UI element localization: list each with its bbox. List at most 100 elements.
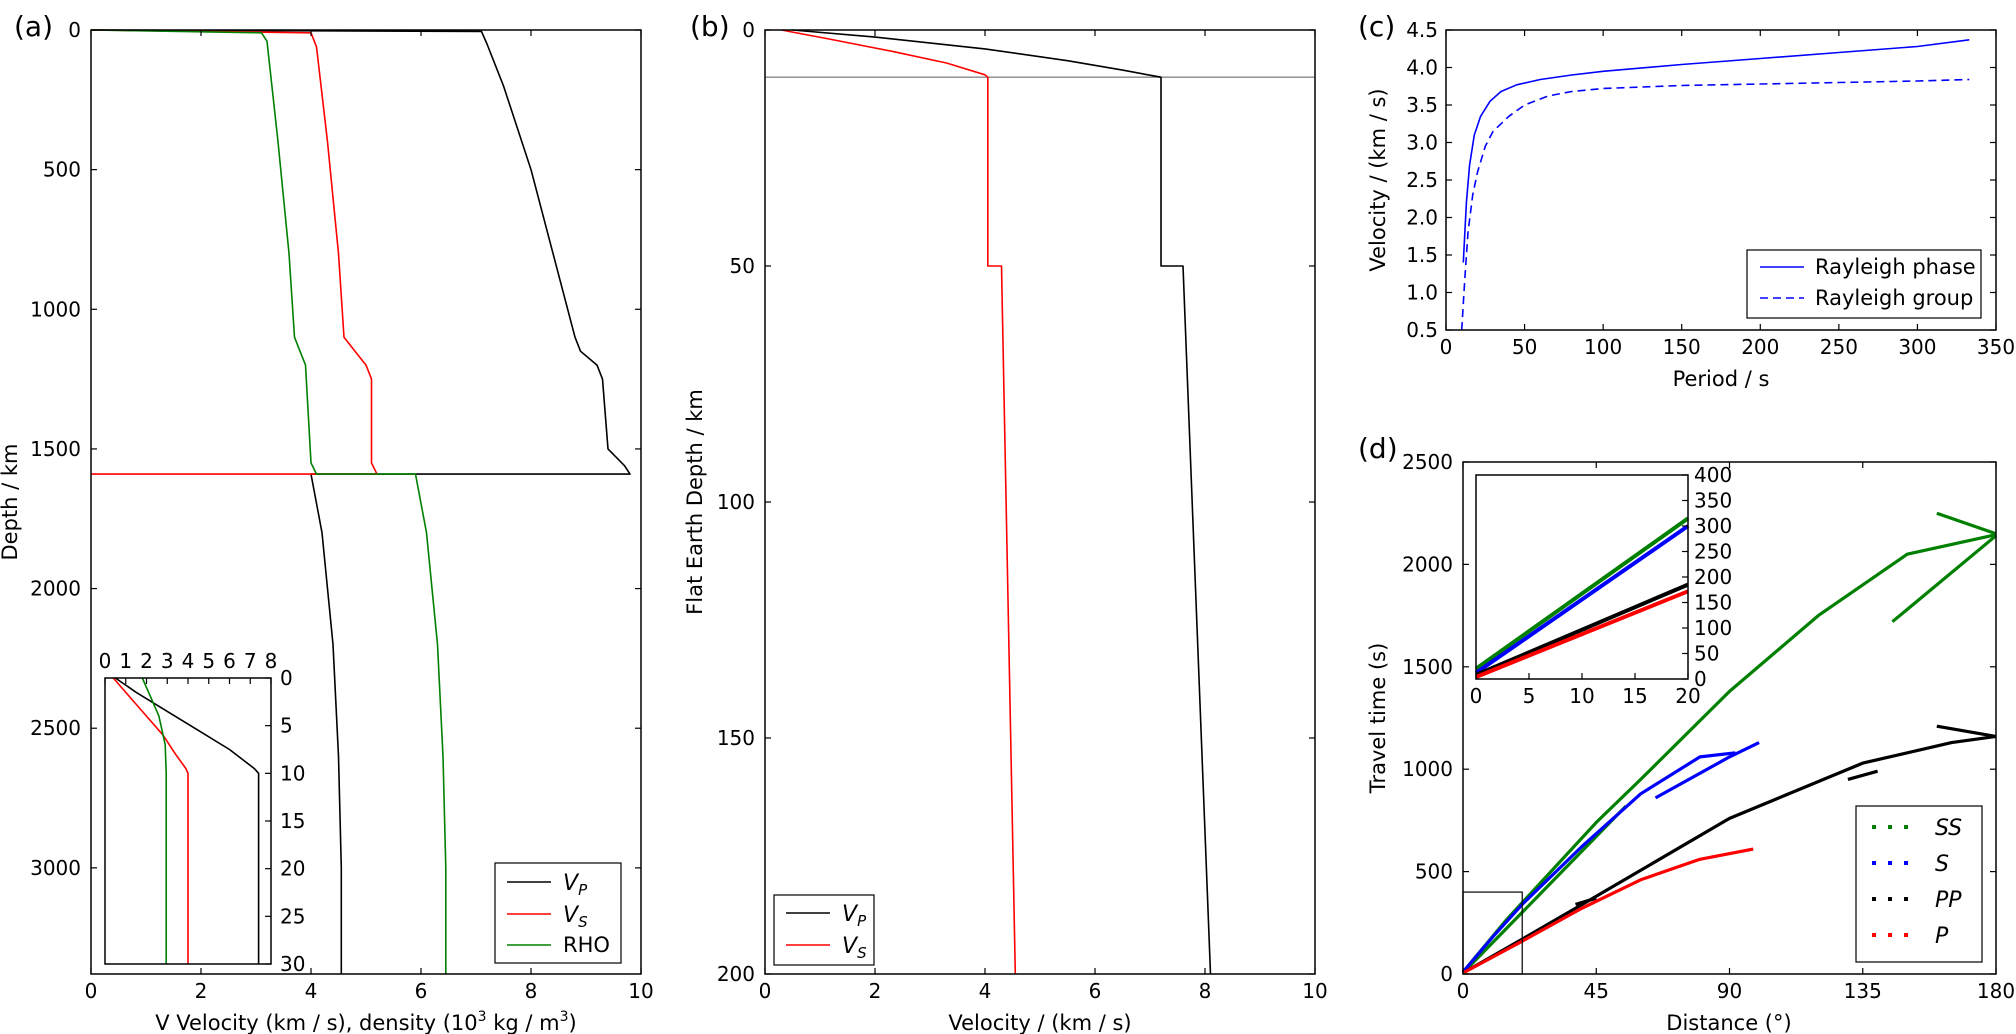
- panel-a-xlabel-main: V Velocity (km / s), density (10: [155, 1011, 477, 1034]
- panel-a-inset-xtick-label: 7: [244, 649, 257, 673]
- panel-b-xtick-label: 0: [759, 979, 772, 1003]
- panel-a-inset-xtick-label: 3: [161, 649, 174, 673]
- panel-a-inset-xtick-label: 5: [202, 649, 215, 673]
- panel-d-line-PP-3: [1847, 769, 1879, 781]
- panel-c-xtick-label: 50: [1512, 335, 1537, 359]
- panel-a-ytick-label: 500: [43, 158, 81, 182]
- panel-d-line-PP-1: [1936, 724, 1997, 738]
- panel-a-ytick-label: 2500: [30, 716, 81, 740]
- panel-a-inset-xtick-label: 2: [140, 649, 153, 673]
- panel-c-ytick-label: 4.0: [1406, 56, 1438, 80]
- panel-d-inset-ytick-label: 200: [1694, 565, 1732, 589]
- panel-d-inset-xtick-label: 20: [1675, 684, 1700, 708]
- panel-a-inset-xtick-label: 0: [99, 649, 112, 673]
- panel-a-xtick-label: 0: [85, 979, 98, 1003]
- legend-d-s: S: [1935, 852, 1949, 877]
- panel-d-xtick-label: 90: [1717, 979, 1742, 1003]
- panel-d-inset-line-SS: [1474, 516, 1690, 671]
- panel-b-xtick-label: 10: [1302, 979, 1327, 1003]
- panel-d-inset-ytick-label: 300: [1694, 514, 1732, 538]
- panel-b-ytick-label: 200: [717, 962, 755, 986]
- panel-a-ytick-label: 0: [68, 18, 81, 42]
- panel-a-xlabel-close: ): [569, 1011, 577, 1034]
- panel-a-xlabel-sup: 3: [478, 1009, 487, 1025]
- panel-d-xtick-label: 135: [1844, 979, 1882, 1003]
- panel-a-inset-xtick-label: 6: [223, 649, 236, 673]
- panel-a-inset-line-2: [141, 677, 167, 964]
- panel-a-inset-ytick-label: 10: [280, 761, 305, 785]
- panel-d-inset-xtick-label: 5: [1523, 684, 1536, 708]
- panel-c-legend: Rayleigh phase Rayleigh group: [1746, 249, 1982, 319]
- panel-d-inset-xtick-label: 0: [1470, 684, 1483, 708]
- panel-b-ytick-label: 0: [742, 18, 755, 42]
- panel-c-series: [1460, 39, 1970, 331]
- panel-c-ylabel: Velocity / (km / s): [1366, 88, 1390, 271]
- panel-d-ytick-label: 500: [1415, 860, 1453, 884]
- panel-d-line-SS-3: [1464, 804, 1628, 972]
- panel-b-xtick-label: 4: [979, 979, 992, 1003]
- legend-c-phase: Rayleigh phase: [1815, 255, 1976, 279]
- panel-d-xtick-label: 180: [1977, 979, 2015, 1003]
- legend-b-vs: VS: [842, 934, 867, 962]
- legend-a-vp: VP: [563, 871, 588, 899]
- panel-a-inset-xtick-label: 4: [182, 649, 195, 673]
- panel-c-xtick-label: 350: [1977, 335, 2015, 359]
- panel-b-line-1: [781, 29, 1017, 975]
- legend-b-vp: VP: [842, 902, 867, 930]
- panel-a-ytick-label: 2000: [30, 577, 81, 601]
- panel-b-ytick-label: 50: [730, 254, 755, 278]
- panel-a-inset-ytick-label: 25: [280, 904, 305, 928]
- panel-b-series: [765, 29, 1315, 975]
- panel-c-ytick-label: 4.5: [1406, 18, 1438, 42]
- panel-d-inset-ytick-label: 250: [1694, 540, 1732, 564]
- panel-c-xlabel: Period / s: [1673, 367, 1770, 391]
- panel-d-line-SS-2: [1936, 511, 1997, 536]
- panel-c-ytick-label: 0.5: [1406, 318, 1438, 342]
- panel-c-ytick-label: 2.5: [1406, 168, 1438, 192]
- panel-b-xtick-label: 2: [869, 979, 882, 1003]
- panel-c-xtick-label: 300: [1898, 335, 1936, 359]
- panel-a-xtick-label: 4: [305, 979, 318, 1003]
- panel-c-ytick-label: 3.5: [1406, 93, 1438, 117]
- panel-d-xlabel: Distance (°): [1666, 1011, 1791, 1034]
- panel-d-inset-ytick-label: 400: [1694, 463, 1732, 487]
- legend-a-vs: VS: [563, 903, 588, 931]
- panel-c-xtick-label: 150: [1663, 335, 1701, 359]
- legend-a-rho: RHO: [563, 933, 610, 957]
- panel-a-legend: VP VS RHO: [494, 862, 622, 964]
- panel-d-xtick-label: 45: [1584, 979, 1609, 1003]
- panel-d-ytick-label: 1500: [1402, 655, 1453, 679]
- panel-d-inset-ytick-label: 150: [1694, 591, 1732, 615]
- legend-d-pp: PP: [1935, 888, 1962, 913]
- panel-d-inset-line-PP: [1475, 582, 1689, 677]
- panel-a-inset-ytick-label: 5: [280, 714, 293, 738]
- panel-c: 0 50 100 150 200 250 300 350 0.5 1.0 1.5 2.0 2.5 3.0 3…: [1366, 18, 2015, 391]
- panel-a-line-1: [90, 29, 378, 475]
- panel-b-frame: [764, 29, 1316, 975]
- panel-b-ytick-label: 100: [717, 490, 755, 514]
- panel-a-inset-line-1: [112, 677, 189, 964]
- panel-a-inset-ytick-label: 20: [280, 857, 305, 881]
- panel-d-inset-ytick-label: 50: [1694, 642, 1719, 666]
- panel-d-inset-ytick-label: 0: [1694, 667, 1707, 691]
- panel-b-xlabel: Velocity / (km / s): [948, 1011, 1131, 1034]
- legend-c-group: Rayleigh group: [1815, 286, 1973, 310]
- panel-a-xlabel: V Velocity (km / s), density (103 kg / m…: [155, 1009, 577, 1034]
- panel-a-line-0: [90, 29, 631, 974]
- panel-a-line-2: [90, 29, 447, 974]
- panel-a-xtick-label: 8: [525, 979, 538, 1003]
- panel-d-ytick-label: 0: [1440, 962, 1453, 986]
- panel-a-inset-ytick-label: 30: [280, 952, 305, 976]
- panel-a-label: (a): [14, 10, 53, 43]
- panel-d-inset-xtick-label: 15: [1622, 684, 1647, 708]
- panel-c-ytick-label: 3.0: [1406, 131, 1438, 155]
- panel-d-inset-line-S: [1474, 524, 1690, 675]
- panel-a-inset-xtick-label: 1: [119, 649, 132, 673]
- legend-d-p: P: [1935, 924, 1949, 949]
- panel-c-ytick-label: 1.5: [1406, 243, 1438, 267]
